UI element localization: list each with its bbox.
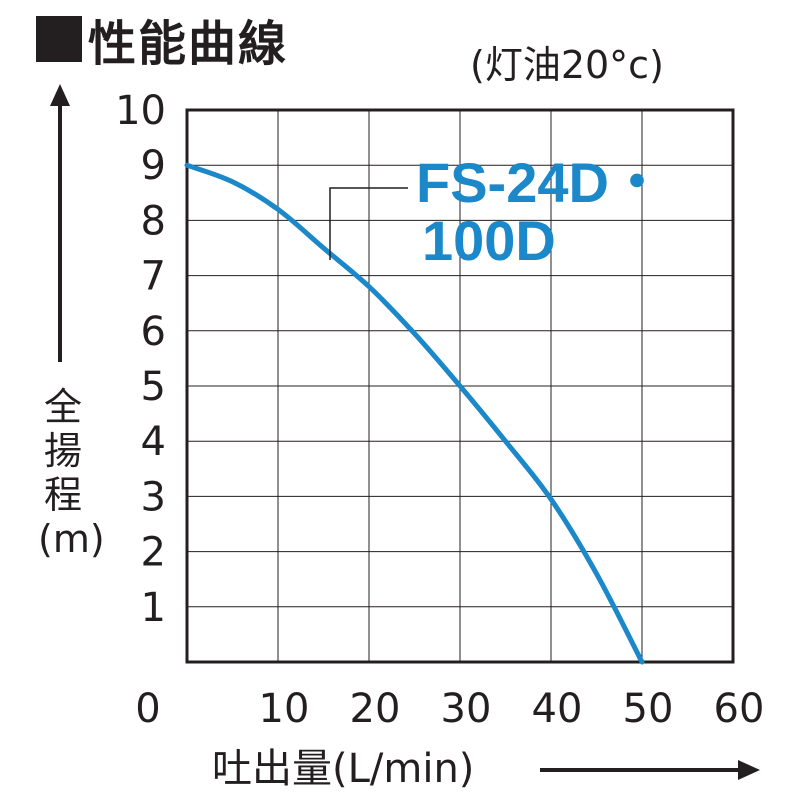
x-tick-label: 0	[135, 686, 160, 732]
fluid-condition-note: (灯油20°c)	[470, 43, 664, 87]
x-tick-label: 60	[714, 686, 765, 732]
y-tick-label: 2	[141, 530, 166, 576]
x-axis-arrow-icon	[738, 760, 760, 780]
series-label-line-2: 100D	[422, 209, 556, 272]
y-tick-label: 4	[141, 419, 166, 465]
y-axis-arrow-icon	[50, 84, 70, 106]
x-tick-label: 20	[350, 686, 401, 732]
plot-frame	[185, 108, 735, 664]
chart-title: 性能曲線	[36, 4, 288, 74]
title-square-icon	[36, 16, 82, 62]
y-tick-label: 9	[141, 143, 166, 189]
series	[184, 162, 645, 665]
x-tick-label: 40	[532, 686, 583, 732]
series-line	[184, 162, 645, 665]
grid	[185, 108, 735, 664]
y-tick-label: 3	[141, 474, 166, 520]
x-tick-label: 50	[623, 686, 674, 732]
y-tick-label: 7	[141, 254, 166, 300]
tick-labels: 1 2 3 4 5 6 7 8 9 10 0 10 20 30 40 50 60	[115, 88, 764, 732]
x-axis-label: 吐出量(L/min)	[212, 746, 475, 792]
series-label-leader-line	[329, 187, 408, 260]
y-tick-label: 5	[141, 364, 166, 410]
x-tick-label: 10	[259, 686, 310, 732]
y-axis-label: 全揚程(m)	[38, 385, 105, 561]
y-tick-label: 1	[141, 585, 166, 631]
y-tick-label: 8	[141, 198, 166, 244]
x-tick-label: 30	[441, 686, 492, 732]
y-tick-label: 10	[115, 88, 166, 134]
series-label-line-1: FS-24D・	[416, 151, 665, 214]
axes	[50, 84, 760, 780]
y-tick-label: 6	[141, 309, 166, 355]
series-label-group: FS-24D・ 100D	[329, 151, 665, 272]
title-text: 性能曲線	[88, 16, 289, 72]
